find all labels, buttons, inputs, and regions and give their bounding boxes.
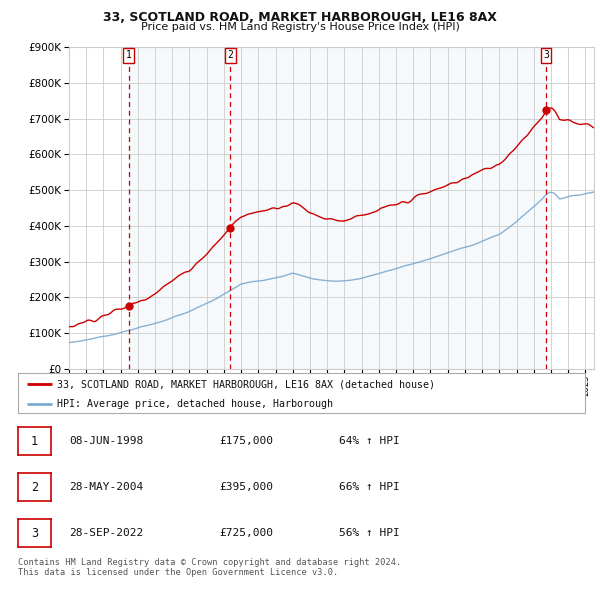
Text: 64% ↑ HPI: 64% ↑ HPI	[339, 437, 400, 446]
Text: £725,000: £725,000	[219, 529, 273, 538]
Text: 56% ↑ HPI: 56% ↑ HPI	[339, 529, 400, 538]
Text: 1: 1	[125, 50, 131, 60]
Bar	[128, 47, 546, 369]
Text: 2: 2	[31, 481, 38, 494]
Text: 3: 3	[543, 50, 549, 60]
Text: 3: 3	[31, 527, 38, 540]
Text: 33, SCOTLAND ROAD, MARKET HARBOROUGH, LE16 8AX: 33, SCOTLAND ROAD, MARKET HARBOROUGH, LE…	[103, 11, 497, 24]
Text: 2: 2	[227, 50, 233, 60]
Text: HPI: Average price, detached house, Harborough: HPI: Average price, detached house, Harb…	[56, 399, 332, 409]
Text: £395,000: £395,000	[219, 483, 273, 492]
Text: 28-SEP-2022: 28-SEP-2022	[69, 529, 143, 538]
Text: Contains HM Land Registry data © Crown copyright and database right 2024.
This d: Contains HM Land Registry data © Crown c…	[18, 558, 401, 577]
Text: 1: 1	[31, 435, 38, 448]
Text: 28-MAY-2004: 28-MAY-2004	[69, 483, 143, 492]
Text: 66% ↑ HPI: 66% ↑ HPI	[339, 483, 400, 492]
Text: 33, SCOTLAND ROAD, MARKET HARBOROUGH, LE16 8AX (detached house): 33, SCOTLAND ROAD, MARKET HARBOROUGH, LE…	[56, 379, 434, 389]
Text: £175,000: £175,000	[219, 437, 273, 446]
Text: Price paid vs. HM Land Registry's House Price Index (HPI): Price paid vs. HM Land Registry's House …	[140, 22, 460, 32]
Text: 08-JUN-1998: 08-JUN-1998	[69, 437, 143, 446]
